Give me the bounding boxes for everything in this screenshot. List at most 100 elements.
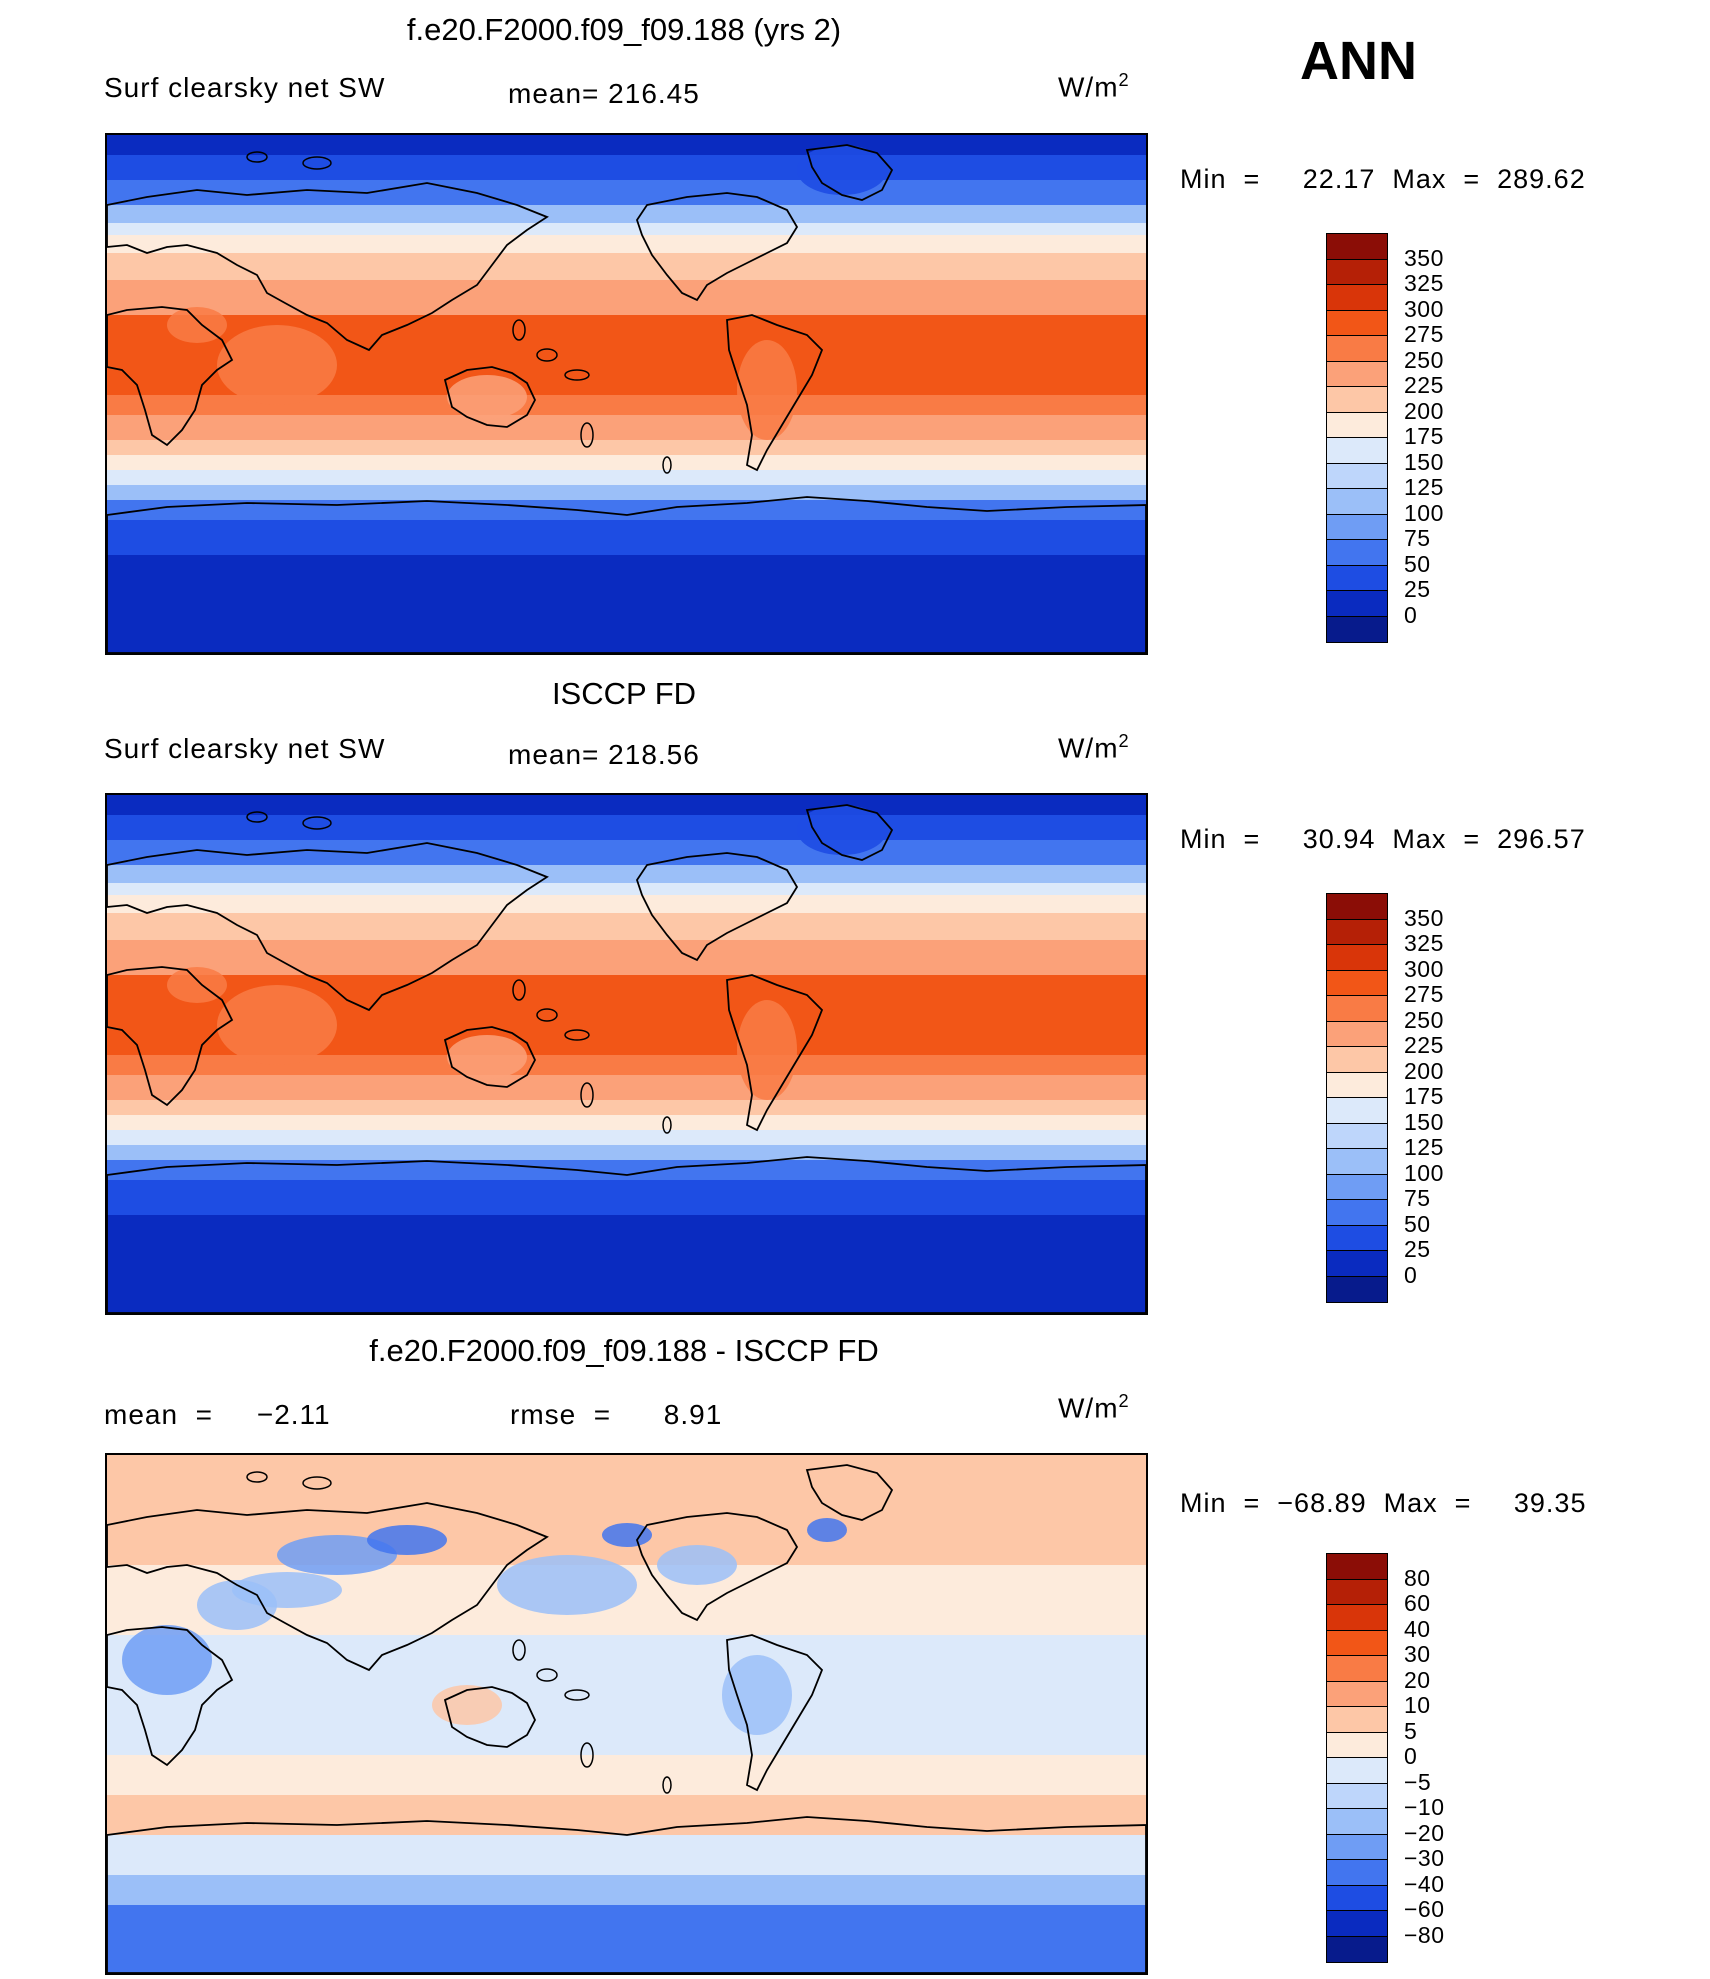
colorbar-tick-label: 50 xyxy=(1404,1210,1431,1237)
latitude-band xyxy=(107,1635,1146,1755)
colorbar-tick-label: 20 xyxy=(1404,1666,1431,1693)
coastline xyxy=(107,1816,1146,1973)
colorbar-tick-label: −20 xyxy=(1404,1819,1445,1846)
colorbar-box xyxy=(1327,1656,1387,1682)
island-outline xyxy=(564,369,590,381)
field-region xyxy=(602,1523,652,1547)
colorbar-box xyxy=(1327,514,1387,540)
latitude-band xyxy=(107,470,1146,485)
field-region xyxy=(167,967,227,1003)
latitude-band xyxy=(107,520,1146,555)
colorbar-box xyxy=(1327,412,1387,438)
coastline xyxy=(726,974,824,1132)
colorbar-box xyxy=(1327,1834,1387,1860)
colorbar-tick-label: 25 xyxy=(1404,576,1431,602)
coastline xyxy=(726,314,824,472)
colorbar-tick-label: 125 xyxy=(1404,474,1444,500)
colorbar-tick-label: 60 xyxy=(1404,1590,1431,1616)
island-outline xyxy=(536,1668,558,1682)
colorbar-tick-label: 0 xyxy=(1404,601,1418,628)
latitude-band xyxy=(107,1055,1146,1075)
colorbar-tick-label: 150 xyxy=(1404,448,1444,475)
field-region xyxy=(277,1535,397,1575)
latitude-band xyxy=(107,1130,1146,1145)
panel-1-mean-label: mean= 216.45 xyxy=(508,78,700,109)
coastline xyxy=(107,842,549,1012)
island-outline xyxy=(246,1471,268,1483)
colorbar-tick-label: 250 xyxy=(1404,346,1444,373)
colorbar-tick-label: −10 xyxy=(1404,1794,1445,1820)
island-outline xyxy=(246,151,268,163)
colorbar-tick-label: 250 xyxy=(1404,1006,1444,1033)
colorbar-box xyxy=(1327,489,1387,515)
colorbar-box xyxy=(1327,894,1387,920)
field-region xyxy=(797,145,887,195)
latitude-band xyxy=(107,415,1146,440)
field-region xyxy=(797,805,887,855)
field-region xyxy=(432,1685,502,1725)
latitude-band xyxy=(107,135,1146,155)
colorbar-tick-label: 0 xyxy=(1404,1743,1418,1769)
coastline xyxy=(107,182,549,352)
colorbar-box xyxy=(1327,616,1387,642)
panel-2-minmax: Min = 30.94 Max = 296.57 xyxy=(1180,824,1586,854)
latitude-band xyxy=(107,555,1146,653)
island-outline xyxy=(302,816,332,830)
colorbar-box xyxy=(1327,1809,1387,1835)
latitude-band xyxy=(107,1115,1146,1130)
colorbar-box xyxy=(1327,1276,1387,1302)
coastline xyxy=(636,1512,799,1622)
island-outline xyxy=(580,1742,594,1768)
panel-2-title: ISCCP FD xyxy=(551,676,697,711)
panel-1-variable-label: Surf clearsky net SW xyxy=(104,72,386,103)
colorbar-box xyxy=(1327,1225,1387,1251)
latitude-band xyxy=(107,485,1146,500)
colorbar-box xyxy=(1327,1072,1387,1098)
colorbar-tick-label: 200 xyxy=(1404,397,1444,424)
colorbar-box xyxy=(1327,1707,1387,1733)
island-outline xyxy=(564,1689,590,1701)
latitude-band xyxy=(107,1905,1146,1973)
colorbar-box xyxy=(1327,591,1387,617)
island-outline xyxy=(662,1116,672,1134)
colorbar-box xyxy=(1327,1681,1387,1707)
latitude-band xyxy=(107,883,1146,895)
colorbar-tick-label: 225 xyxy=(1404,372,1444,398)
latitude-band xyxy=(107,280,1146,315)
latitude-band xyxy=(107,455,1146,470)
colorbar-box xyxy=(1327,565,1387,591)
colorbar-tick-label: 50 xyxy=(1404,550,1431,577)
colorbar-box xyxy=(1327,234,1387,260)
colorbar-tick-label: 350 xyxy=(1404,904,1444,931)
panel-1-units: W/m2 xyxy=(1058,70,1130,103)
colorbar-box xyxy=(1327,1579,1387,1605)
island-outline xyxy=(662,1776,672,1794)
latitude-band xyxy=(107,940,1146,975)
field-region xyxy=(447,375,527,419)
coastline xyxy=(443,366,537,428)
island-outline xyxy=(512,1639,526,1661)
latitude-band xyxy=(107,395,1146,415)
colorbar-box xyxy=(1327,1758,1387,1784)
island-outline xyxy=(536,348,558,362)
panel-2-mean-label: mean= 218.56 xyxy=(508,739,700,770)
field-region xyxy=(737,1000,797,1100)
colorbar-tick-label: −60 xyxy=(1404,1896,1445,1922)
coastline xyxy=(636,192,799,302)
latitude-band xyxy=(107,205,1146,223)
colorbar-box xyxy=(1327,463,1387,489)
colorbar-tick-label: 80 xyxy=(1404,1564,1431,1591)
coastline xyxy=(107,966,234,1107)
field-region xyxy=(217,985,337,1065)
coastline xyxy=(805,144,894,201)
latitude-band xyxy=(107,1455,1146,1495)
coastline xyxy=(805,804,894,861)
colorbar-box xyxy=(1327,259,1387,285)
colorbar-tick-label: 325 xyxy=(1404,270,1444,296)
colorbar-tick-label: 40 xyxy=(1404,1615,1431,1642)
coastline xyxy=(726,1634,824,1792)
coastline xyxy=(443,1686,537,1748)
island-outline xyxy=(302,1476,332,1490)
latitude-band xyxy=(107,253,1146,280)
island-outline xyxy=(512,979,526,1001)
